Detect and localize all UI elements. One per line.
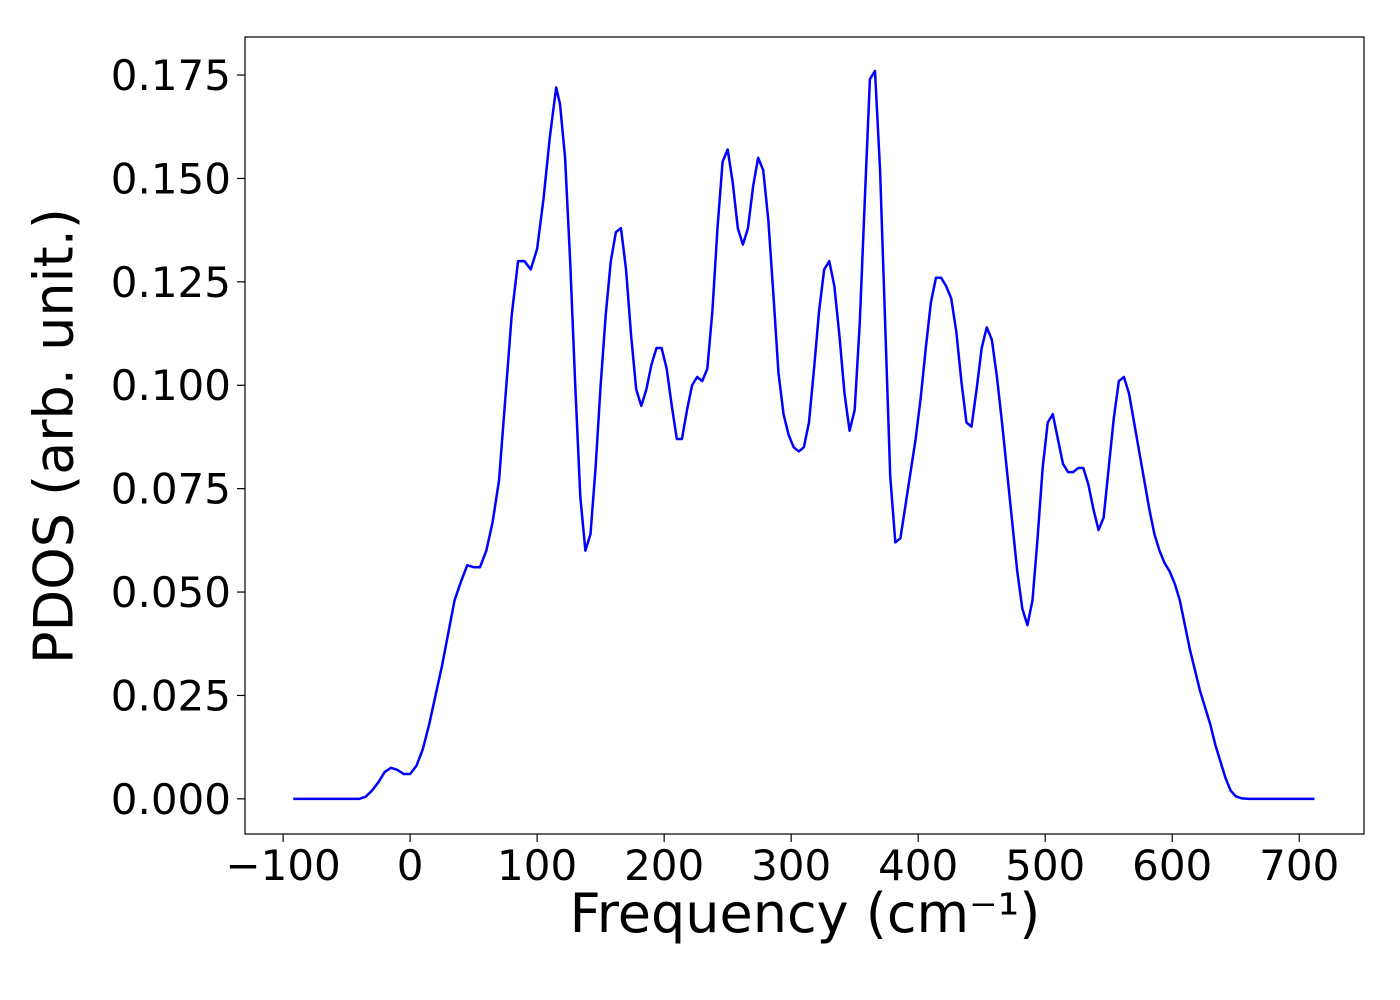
- x-tick-label: 400: [878, 841, 958, 890]
- x-tick-label: 600: [1132, 841, 1212, 890]
- plot-frame: [244, 36, 1365, 835]
- x-tick-label: 700: [1259, 841, 1339, 890]
- y-tick-label: 0.075: [111, 465, 231, 514]
- y-tick-label: 0.000: [111, 775, 231, 824]
- y-tick-label: 0.050: [111, 568, 231, 617]
- x-tick-label: 0: [397, 841, 424, 890]
- x-tick-label: 200: [624, 841, 704, 890]
- y-tick-label: 0.100: [111, 361, 231, 410]
- x-tick-label: 300: [751, 841, 831, 890]
- y-axis-label: PDOS (arb. unit.): [23, 208, 86, 664]
- x-axis-label: Frequency (cm⁻¹): [570, 882, 1041, 945]
- y-tick-label: 0.175: [111, 51, 231, 100]
- x-tick-label: −100: [225, 841, 340, 890]
- y-tick-label: 0.125: [111, 258, 231, 307]
- x-tick-label: 100: [497, 841, 577, 890]
- data-line: [293, 69, 1315, 801]
- y-tick-label: 0.150: [111, 154, 231, 203]
- y-tick-label: 0.025: [111, 671, 231, 720]
- x-tick-label: 500: [1005, 841, 1085, 890]
